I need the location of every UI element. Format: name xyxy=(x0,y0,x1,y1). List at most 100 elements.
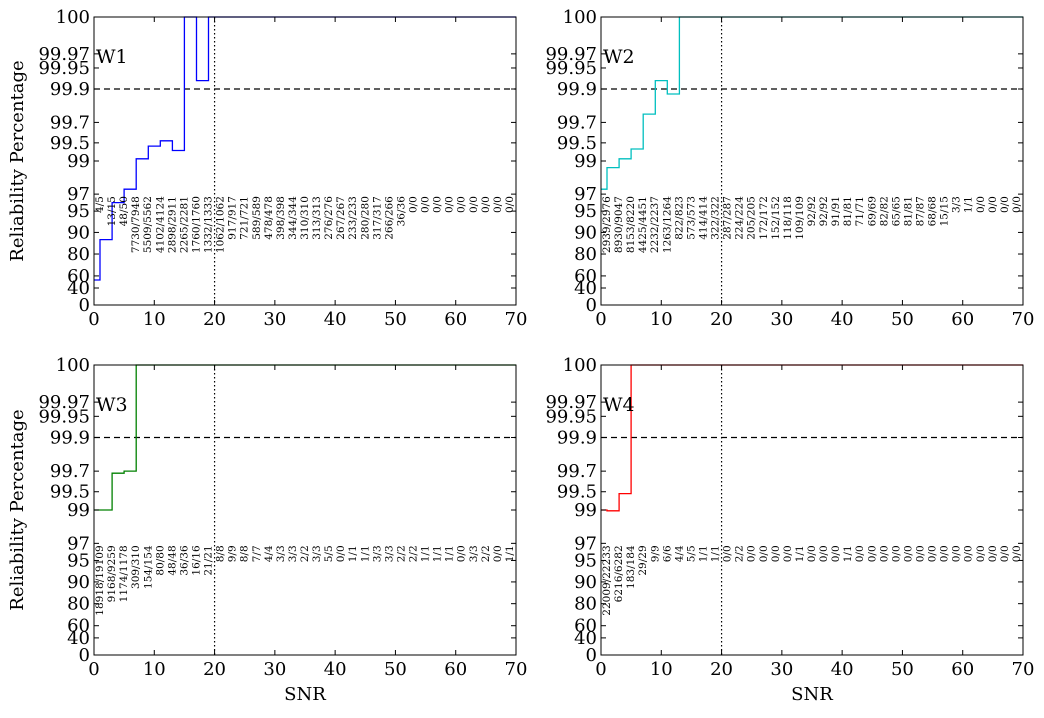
bin-count-label: 0/0 xyxy=(951,545,963,562)
panel-label: W1 xyxy=(96,46,128,68)
bin-count-label: 0/0 xyxy=(902,545,914,562)
y-tick-label: 99.9 xyxy=(50,428,90,449)
bin-count-label: 0/0 xyxy=(408,196,420,213)
y-tick-label: 99.95 xyxy=(38,58,90,79)
y-tick-label: 99.9 xyxy=(50,79,90,100)
x-tick-label: 0 xyxy=(595,659,606,680)
y-tick-label: 100 xyxy=(563,355,597,376)
bin-count-label: 0/0 xyxy=(758,545,770,562)
bin-count-label: 80/80 xyxy=(154,545,166,575)
bin-count-label: 183/184 xyxy=(625,545,637,589)
plot-area xyxy=(94,365,516,655)
y-tick-label: 100 xyxy=(56,7,90,28)
bin-count-label: 18918/19109 xyxy=(94,545,106,615)
bin-count-label: 4/4 xyxy=(263,545,275,562)
bin-count-label: 0/0 xyxy=(866,545,878,562)
y-tick-label: 60 xyxy=(67,616,90,637)
bin-count-label: 15/15 xyxy=(939,196,951,226)
panel-label: W2 xyxy=(603,46,635,68)
y-tick-label: 60 xyxy=(67,266,90,287)
bin-count-label: 0/0 xyxy=(890,545,902,562)
bin-count-label: 1/1 xyxy=(420,545,432,562)
y-tick-label: 100 xyxy=(56,355,90,376)
bin-count-label: 310/310 xyxy=(299,196,311,240)
bin-count-label: 1760/1760 xyxy=(190,196,202,253)
bin-count-label: 0/0 xyxy=(818,545,830,562)
panel-label: W3 xyxy=(96,394,128,416)
y-tick-label: 99.7 xyxy=(557,112,597,133)
y-axis-label: Reliability Percentage xyxy=(7,60,28,261)
bin-count-label: 224/224 xyxy=(734,196,746,240)
bin-count-label: 0/0 xyxy=(480,196,492,213)
bin-count-label: 721/721 xyxy=(239,196,251,240)
x-tick-label: 60 xyxy=(444,309,467,330)
bin-count-label: 267/267 xyxy=(335,196,347,240)
series-line xyxy=(94,16,516,281)
y-tick-label: 99.97 xyxy=(38,392,90,413)
panel-w1: 4/5 13/15 48/50 7730/7948 5509/5562 4102/4124… xyxy=(7,7,527,330)
x-tick-label: 20 xyxy=(710,309,733,330)
bin-count-label: 4/5 xyxy=(94,196,106,213)
bin-count-label: 0/0 xyxy=(444,196,456,213)
x-tick-label: 10 xyxy=(143,659,166,680)
bin-count-label: 5509/5562 xyxy=(142,196,154,253)
bin-count-label: 3/3 xyxy=(275,545,287,562)
bin-count-label: 36/36 xyxy=(178,545,190,576)
y-tick-label: 99.7 xyxy=(557,461,597,482)
series-line xyxy=(94,364,516,511)
bin-count-label: 65/65 xyxy=(890,196,902,226)
x-tick-label: 40 xyxy=(324,309,347,330)
y-tick-label: 99.7 xyxy=(50,112,90,133)
x-tick-label: 30 xyxy=(770,659,793,680)
bin-count-label: 0/0 xyxy=(975,545,987,562)
bin-count-label: 48/48 xyxy=(166,545,178,575)
y-tick-label: 99.95 xyxy=(545,406,597,427)
bin-count-label: 8/8 xyxy=(239,545,251,562)
bin-count-label: 0/0 xyxy=(987,545,999,562)
x-tick-label: 70 xyxy=(1012,309,1035,330)
y-tick-label: 0 xyxy=(586,645,597,666)
x-tick-label: 30 xyxy=(263,309,286,330)
bin-count-label: 0/0 xyxy=(999,196,1011,213)
bin-count-label: 0/0 xyxy=(1011,545,1023,562)
bin-count-label: 414/414 xyxy=(697,196,709,240)
bin-count-label: 152/152 xyxy=(770,196,782,240)
series-line xyxy=(601,16,1023,190)
y-tick-label: 99.95 xyxy=(545,58,597,79)
y-tick-label: 95 xyxy=(574,550,597,571)
x-tick-label: 50 xyxy=(891,659,914,680)
bin-count-label: 0/0 xyxy=(963,545,975,562)
bin-count-label: 822/823 xyxy=(673,196,685,240)
y-tick-label: 97 xyxy=(574,184,597,205)
bin-count-label: 4102/4124 xyxy=(154,196,166,253)
bin-count-label: 9/9 xyxy=(649,545,661,562)
bin-count-label: 233/233 xyxy=(347,196,359,240)
series-line xyxy=(601,364,1023,512)
bin-count-label: 1/1 xyxy=(432,545,444,562)
bin-count-label: 0/0 xyxy=(420,196,432,213)
bin-count-label: 81/81 xyxy=(902,196,914,226)
y-tick-label: 40 xyxy=(574,278,597,299)
x-tick-label: 20 xyxy=(203,659,226,680)
bin-count-label: 8930/9047 xyxy=(613,196,625,253)
bin-count-label: 0/0 xyxy=(975,196,987,213)
y-tick-label: 99.5 xyxy=(557,133,597,154)
bin-count-label: 1/1 xyxy=(697,545,709,562)
bin-count-label: 0/0 xyxy=(927,545,939,562)
x-tick-label: 60 xyxy=(444,659,467,680)
bin-count-label: 0/0 xyxy=(468,196,480,213)
y-tick-label: 90 xyxy=(67,572,90,593)
bin-count-label: 3/3 xyxy=(311,545,323,562)
bin-count-label: 1332/1333 xyxy=(203,196,215,253)
bin-count-label: 87/87 xyxy=(915,196,927,226)
bin-count-label: 3/3 xyxy=(383,545,395,562)
bin-count-label: 109/109 xyxy=(794,196,806,240)
bin-count-label: 287/287 xyxy=(722,196,734,240)
x-tick-label: 20 xyxy=(710,659,733,680)
bin-count-label: 1/1 xyxy=(359,545,371,562)
bin-count-label: 7/7 xyxy=(251,545,263,562)
y-tick-label: 80 xyxy=(67,244,90,265)
y-tick-label: 95 xyxy=(574,201,597,222)
